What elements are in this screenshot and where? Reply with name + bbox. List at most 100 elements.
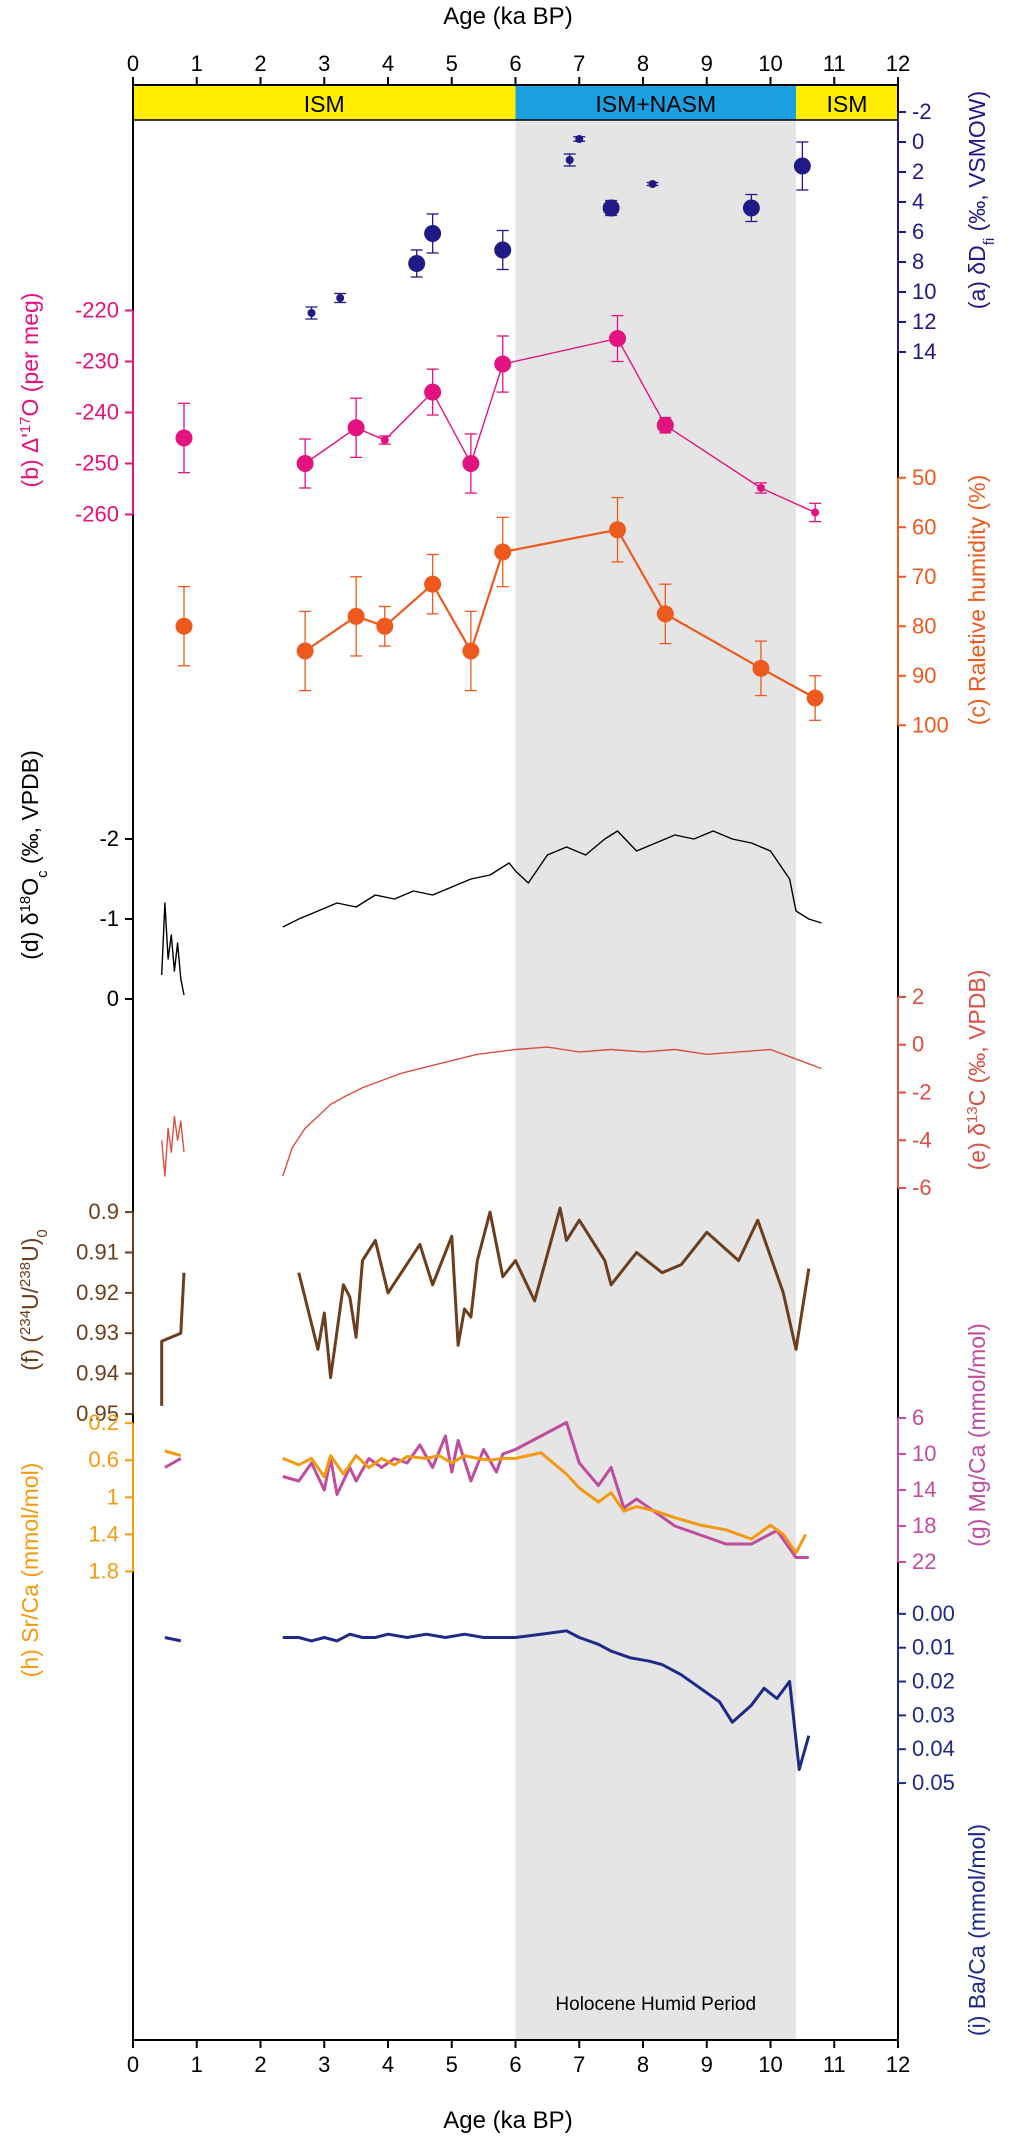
top-tick-label: 3 [318,51,330,76]
d17O-tick-label: -230 [75,349,119,374]
bottom-tick-label: 6 [509,2052,521,2077]
uratio-axis-title: (f) (234U/238U)0 [17,1229,51,1370]
d13C-series-line-1 [282,1046,822,1177]
rh-point-9 [752,659,770,677]
dD-tick-label: 6 [912,219,924,244]
baca-tick-label: 0.02 [912,1669,955,1694]
rh-point-1 [296,642,314,660]
baca-tick-label: 0.00 [912,1601,955,1626]
monsoon-band-label-1: ISM+NASM [595,91,716,117]
rh-point-4 [424,575,442,593]
bottom-tick-label: 11 [823,2052,846,2077]
monsoon-band-1 [515,85,796,120]
top-tick-label: 2 [254,51,266,76]
dD-point-4 [494,241,512,259]
dD-point-1 [336,294,345,302]
baca-series-line-1 [282,1629,811,1771]
dD-tick-label: 14 [912,339,936,364]
panel-rh [175,496,824,721]
dD-point-2 [408,255,426,272]
d13C-tick-label: -6 [912,1175,932,1200]
rh-tick-label: 70 [912,564,936,589]
uratio-tick-label: 0.91 [76,1239,119,1264]
dD-point-8 [648,180,657,188]
panel-mgca [164,1421,809,1559]
d17O-point-4 [424,383,442,401]
uratio-tick-label: 0.93 [76,1320,119,1345]
d17O-point-1 [296,455,314,472]
d13C-tick-label: 2 [912,984,924,1009]
dD-tick-label: -2 [912,99,932,124]
monsoon-band-label-2: ISM [827,91,868,117]
rh-connector-line [304,528,816,699]
baca-axis-title: (i) Ba/Ca (mmol/mol) [964,1824,990,2036]
d18O-series-line-1 [282,830,822,928]
d17O-point-0 [175,429,193,447]
dD-tick-label: 8 [912,249,924,274]
panel-dD [305,135,811,320]
rh-point-3 [376,617,394,635]
panel-d17O [175,314,822,523]
monsoon-band-0 [133,85,516,120]
baca-tick-label: 0.03 [912,1702,955,1727]
d17O-point-8 [656,416,674,434]
panel-uratio [160,1206,811,1406]
d18O-tick-label: -2 [99,826,119,851]
rh-tick-label: 90 [912,663,936,688]
mgca-series-line-1 [282,1421,809,1559]
top-tick-label: 9 [701,51,713,76]
uratio-tick-label: 0.92 [76,1280,119,1305]
mgca-tick-label: 6 [912,1405,924,1430]
d18O-series-line-0 [161,902,185,996]
srca-tick-label: 1.4 [88,1521,119,1546]
mgca-series-line-0 [164,1457,182,1469]
rh-tick-label: 50 [912,465,936,490]
top-tick-label: 7 [573,51,585,76]
dD-point-3 [424,225,442,242]
rh-tick-label: 60 [912,514,936,539]
srca-tick-label: 0.2 [88,1410,119,1435]
uratio-tick-label: 0.94 [76,1361,119,1386]
panel-d18O [161,830,822,996]
rh-point-8 [656,605,674,623]
monsoon-band-label-0: ISM [304,91,345,117]
top-tick-label: 0 [127,51,139,76]
dD-tick-label: 10 [912,279,936,304]
d17O-tick-label: -250 [75,451,119,476]
d13C-series-line-0 [161,1115,185,1177]
d17O-point-2 [347,419,365,437]
srca-series-line-1 [282,1451,807,1555]
dD-point-0 [307,309,316,317]
d17O-point-3 [380,436,389,445]
d18O-tick-label: -1 [99,906,119,931]
d18O-axis-title: (d) δ18Oc (‰, VPDB) [17,750,51,960]
humid-period-shading [515,85,796,2040]
d17O-axis-title: (b) Δ'17O (per meg) [17,293,44,488]
d17O-point-7 [609,330,626,348]
rh-point-10 [806,689,824,707]
dD-tick-label: 12 [912,309,936,334]
srca-tick-label: 1 [107,1484,119,1509]
background-layer [133,85,898,2040]
srca-series-line-0 [164,1449,182,1458]
uratio-tick-label: 0.9 [88,1199,119,1224]
rh-point-7 [609,521,626,539]
baca-series-line-0 [164,1636,182,1643]
dD-tick-label: 0 [912,129,924,154]
rh-point-6 [494,543,512,561]
rh-point-2 [347,607,365,625]
d13C-tick-label: 0 [912,1032,924,1057]
d17O-tick-label: -240 [75,400,119,425]
rh-tick-label: 100 [912,712,949,737]
mgca-axis-title: (g) Mg/Ca (mmol/mol) [964,1323,990,1547]
top-tick-label: 11 [823,51,846,76]
panel-d13C [161,1046,822,1177]
srca-tick-label: 0.6 [88,1447,119,1472]
top-tick-label: 5 [446,51,458,76]
bottom-tick-label: 12 [886,2052,910,2077]
d13C-tick-label: -2 [912,1080,932,1105]
top-tick-label: 12 [886,51,910,76]
d17O-point-10 [811,508,820,517]
bottom-tick-label: 4 [382,2052,394,2077]
